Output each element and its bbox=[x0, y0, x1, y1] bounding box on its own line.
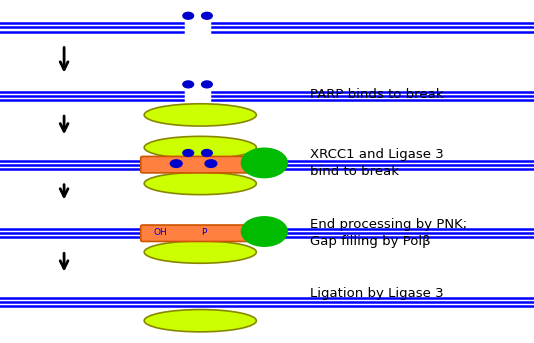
Text: End processing by PNK;
Gap filling by Polβ: End processing by PNK; Gap filling by Po… bbox=[310, 218, 467, 248]
Text: PARP binds to break: PARP binds to break bbox=[310, 88, 443, 101]
Text: P: P bbox=[201, 228, 207, 237]
FancyBboxPatch shape bbox=[141, 156, 260, 173]
Circle shape bbox=[205, 160, 217, 167]
Circle shape bbox=[202, 150, 213, 156]
Ellipse shape bbox=[144, 172, 256, 195]
Circle shape bbox=[183, 12, 193, 19]
Ellipse shape bbox=[144, 309, 256, 332]
Circle shape bbox=[202, 81, 213, 88]
FancyBboxPatch shape bbox=[141, 225, 260, 241]
Circle shape bbox=[241, 217, 287, 246]
Text: XRCC1 and Ligase 3
bind to break: XRCC1 and Ligase 3 bind to break bbox=[310, 148, 443, 178]
Circle shape bbox=[170, 160, 182, 167]
Circle shape bbox=[183, 81, 193, 88]
Ellipse shape bbox=[144, 241, 256, 263]
Ellipse shape bbox=[144, 104, 256, 126]
Circle shape bbox=[183, 150, 193, 156]
Circle shape bbox=[241, 148, 287, 178]
Text: Ligation by Ligase 3: Ligation by Ligase 3 bbox=[310, 287, 443, 300]
Circle shape bbox=[202, 12, 213, 19]
Ellipse shape bbox=[144, 136, 256, 158]
Text: OH: OH bbox=[153, 228, 167, 237]
